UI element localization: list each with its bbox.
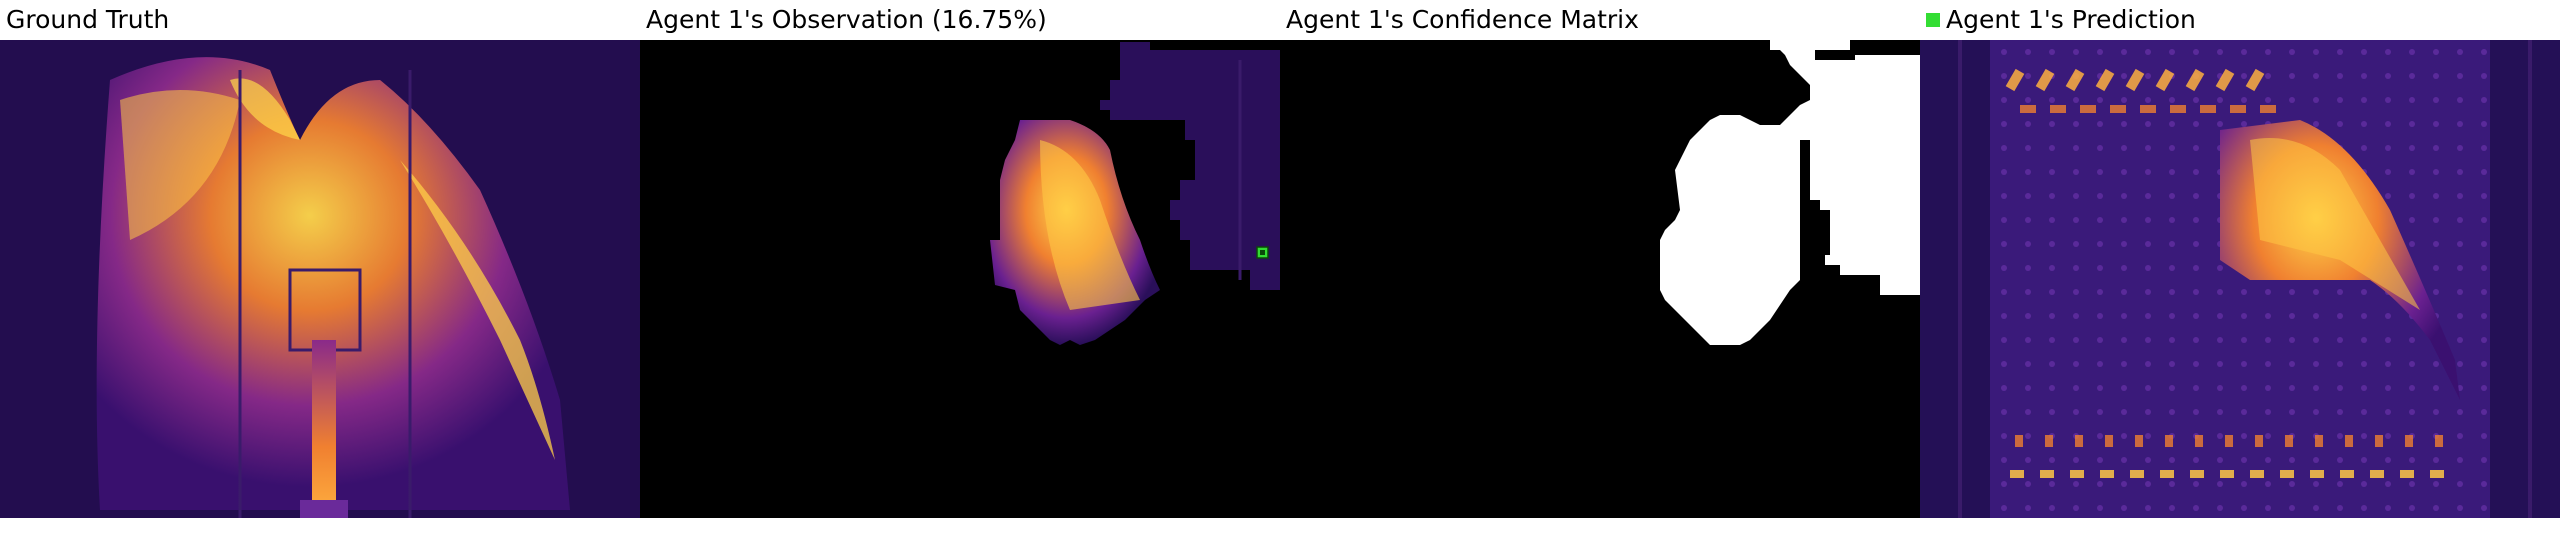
observation-label: Agent 1's Observation (16.75%) — [646, 5, 1047, 34]
ground-truth-label: Ground Truth — [6, 5, 170, 34]
panel-title-ground-truth: Ground Truth — [6, 2, 169, 38]
confidence-mask — [1280, 40, 1920, 518]
panel-title-observation: Agent 1's Observation (16.75%) — [646, 2, 1047, 38]
panel-title-prediction: Agent 1's Prediction — [1926, 2, 2196, 38]
confidence-label: Agent 1's Confidence Matrix — [1286, 5, 1639, 34]
panel-title-confidence: Agent 1's Confidence Matrix — [1286, 2, 1639, 38]
prediction-image — [1920, 40, 2560, 518]
confidence-image — [1280, 40, 1920, 518]
ground-truth-heatmap — [0, 40, 640, 518]
observation-image — [640, 40, 1280, 518]
agent-marker-legend-icon — [1926, 13, 1940, 27]
prediction-heatmap — [1920, 40, 2560, 518]
observation-map — [640, 40, 1280, 518]
prediction-label: Agent 1's Prediction — [1946, 5, 2196, 34]
ground-truth-image — [0, 40, 640, 518]
